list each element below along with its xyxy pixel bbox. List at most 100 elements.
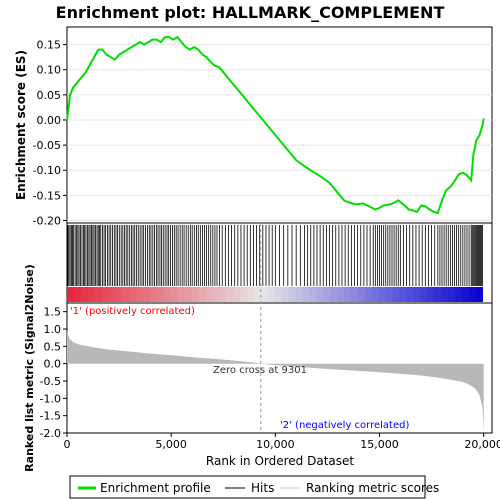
heat-bar-segment xyxy=(357,287,366,302)
heat-bar-segment xyxy=(420,287,428,302)
heat-bar-segment xyxy=(316,287,324,302)
metric-y-tick-label: -1.0 xyxy=(40,392,61,405)
heat-bar-segment xyxy=(461,287,470,302)
x-tick-label: 20,000 xyxy=(464,438,500,451)
heat-bar-segment xyxy=(177,287,186,302)
heat-bar-segment xyxy=(385,287,393,302)
heat-bar-segment xyxy=(157,287,165,302)
heat-bar-segment xyxy=(170,287,179,302)
heat-bar-segment xyxy=(198,287,206,302)
heat-bar-segment xyxy=(212,287,220,302)
heat-bar-segment xyxy=(94,287,103,302)
es-gridlines xyxy=(67,44,492,221)
heat-bar-segment xyxy=(392,287,400,302)
heat-bar-segment xyxy=(454,287,463,302)
heat-bar-segment xyxy=(80,287,89,302)
heat-bar-segment xyxy=(413,287,421,302)
es-panel-frame xyxy=(66,26,493,224)
x-tick-label: 5,000 xyxy=(155,438,187,451)
heat-bar-segment xyxy=(323,287,331,302)
heat-bar-segment xyxy=(441,287,449,302)
heat-bar-segment xyxy=(184,287,193,302)
heat-bar-segment xyxy=(378,287,387,302)
metric-panel: 1.5 1.0 0.5 0.0 -0.5 -1.0 -1.5 -2.0 '1' (positi… xyxy=(40,223,493,440)
heat-bar-segment xyxy=(371,287,380,302)
legend: Enrichment profile Hits Ranking metric s… xyxy=(69,475,439,499)
es-y-tick-label: -0.15 xyxy=(33,189,61,202)
heat-bar-segment xyxy=(226,287,234,302)
heat-bar-segment xyxy=(260,287,269,302)
heat-bar-segment xyxy=(129,287,137,302)
chart-title: Enrichment plot: HALLMARK_COMPLEMENT xyxy=(56,3,445,22)
heat-bar-segment xyxy=(274,287,283,302)
heat-bar-segment xyxy=(364,287,373,302)
enrichment-profile-line xyxy=(66,35,485,215)
heat-bar-segment xyxy=(67,287,75,302)
ranking-heat-bar xyxy=(67,287,484,302)
hit-lines xyxy=(67,225,484,286)
legend-entry-hits: Hits xyxy=(251,481,274,495)
heat-bar-segment xyxy=(101,287,109,302)
heat-bar-segment xyxy=(468,287,477,302)
heat-bar-segment xyxy=(122,287,130,302)
es-y-tick-label: 0.10 xyxy=(37,64,62,77)
legend-entry-profile: Enrichment profile xyxy=(100,481,211,495)
metric-y-tick-label: -1.5 xyxy=(40,410,61,423)
heat-bar-segment xyxy=(150,287,158,302)
x-axis-ticks: 0 5,000 10,000 15,000 20,000 xyxy=(64,433,500,451)
heat-bar-segment xyxy=(136,287,144,302)
heat-bar-segment xyxy=(309,287,317,302)
x-tick-label: 15,000 xyxy=(360,438,399,451)
x-axis-label: Rank in Ordered Dataset xyxy=(206,454,354,468)
heat-bar-segment xyxy=(295,287,303,302)
metric-y-tick-label: 1.0 xyxy=(44,323,62,336)
metric-panel-frame xyxy=(66,302,493,434)
metric-y-ticks: 1.5 1.0 0.5 0.0 -0.5 -1.0 -1.5 -2.0 xyxy=(40,306,67,440)
metric-y-tick-label: -0.5 xyxy=(40,375,61,388)
heat-bar-segment xyxy=(330,287,338,302)
metric-y-tick-label: 0.0 xyxy=(44,358,62,371)
heat-bar-segment xyxy=(434,287,442,302)
heat-bar-segment xyxy=(163,287,172,302)
heat-bar-segment xyxy=(73,287,82,302)
heat-bar-segment xyxy=(447,287,456,302)
heat-bar-segment xyxy=(240,287,248,302)
negative-correlation-label: '2' (negatively correlated) xyxy=(280,420,409,431)
heat-bar-segment xyxy=(205,287,213,302)
heat-bar-segment xyxy=(115,287,123,302)
heat-bar-segment xyxy=(399,287,407,302)
es-y-tick-label: -0.10 xyxy=(33,164,61,177)
es-y-tick-label: 0.15 xyxy=(37,39,62,52)
heat-bar-segment xyxy=(351,287,359,302)
metric-y-tick-label: -2.0 xyxy=(40,427,61,440)
metric-y-tick-label: 1.5 xyxy=(44,306,62,319)
heat-bar-segment xyxy=(302,287,310,302)
heat-bar-segment xyxy=(406,287,414,302)
es-y-tick-label: 0.05 xyxy=(37,89,62,102)
es-y-axis-label: Enrichment score (ES) xyxy=(14,50,28,200)
metric-y-axis-label: Ranked list metric (Signal2Noise) xyxy=(23,264,36,472)
legend-frame xyxy=(69,475,426,499)
heat-bar-segment xyxy=(254,287,262,302)
x-tick-label: 0 xyxy=(64,438,71,451)
heat-bar-segment xyxy=(427,287,435,302)
heat-bar-segment xyxy=(87,287,96,302)
legend-entry-metric: Ranking metric scores xyxy=(306,481,439,495)
es-y-tick-label: -0.05 xyxy=(33,139,61,152)
es-panel: 0.15 0.10 0.05 0.00 -0.05 -0.10 -0.15 -0.20 xyxy=(33,26,493,227)
heat-bar-segment xyxy=(267,287,276,302)
heat-bar-segment xyxy=(219,287,227,302)
heat-bar-segment xyxy=(288,287,296,302)
heat-bar-segment xyxy=(281,287,290,302)
metric-y-tick-label: 0.5 xyxy=(44,340,62,353)
heat-bar-segment xyxy=(344,287,352,302)
heat-bar-segment xyxy=(233,287,241,302)
es-y-ticks: 0.15 0.10 0.05 0.00 -0.05 -0.10 -0.15 -0.20 xyxy=(33,39,67,227)
heat-bar-segment xyxy=(108,287,116,302)
es-y-tick-label: 0.00 xyxy=(37,114,62,127)
es-y-tick-label: -0.20 xyxy=(33,214,61,227)
x-tick-label: 10,000 xyxy=(256,438,295,451)
zero-cross-label: Zero cross at 9301 xyxy=(213,365,307,376)
heat-bar-segment xyxy=(247,287,255,302)
